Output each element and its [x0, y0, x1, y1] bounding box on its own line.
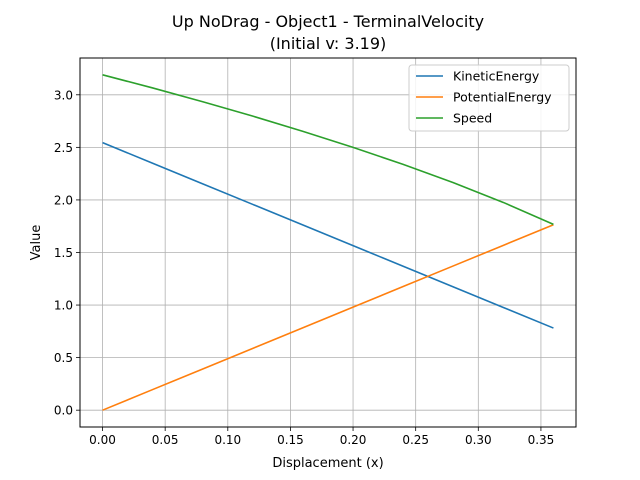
x-tick-label: 0.35: [528, 433, 555, 447]
chart-subtitle: (Initial v: 3.19): [270, 34, 387, 53]
series-line-speed: [102, 74, 554, 226]
x-tick-label: 0.25: [402, 433, 429, 447]
legend-label: Speed: [453, 111, 492, 126]
x-axis-label: Displacement (x): [272, 456, 383, 471]
series-line-kinetic-energy: [102, 141, 554, 329]
legend-label: KineticEnergy: [453, 69, 540, 84]
y-tick-label: 1.5: [54, 246, 73, 260]
y-tick-label: 2.5: [54, 141, 73, 155]
axis-ticks: 0.00 0.05 0.10 0.15 0.20 0.25 0.30 0.35 0.0 0.5 1.…: [54, 88, 554, 447]
x-tick-label: 0.30: [465, 433, 492, 447]
y-tick-label: 1.0: [54, 299, 73, 313]
series-line-potential-energy: [102, 223, 554, 411]
x-tick-label: 0.20: [340, 433, 367, 447]
x-tick-label: 0.05: [152, 433, 179, 447]
legend-label: PotentialEnergy: [453, 90, 552, 105]
chart-title: Up NoDrag - Object1 - TerminalVelocity: [172, 12, 484, 31]
legend: KineticEnergy PotentialEnergy Speed: [408, 64, 570, 132]
y-tick-label: 3.0: [54, 88, 73, 102]
x-tick-label: 0.00: [89, 433, 116, 447]
x-tick-label: 0.15: [277, 433, 304, 447]
series-layer: [102, 74, 554, 411]
legend-box: [408, 64, 570, 132]
y-axis-label: Value: [29, 225, 44, 261]
y-tick-label: 0.5: [54, 351, 73, 365]
y-tick-label: 2.0: [54, 193, 73, 207]
y-tick-label: 0.0: [54, 404, 73, 418]
x-tick-label: 0.10: [214, 433, 241, 447]
plot-frame: [79, 57, 577, 428]
